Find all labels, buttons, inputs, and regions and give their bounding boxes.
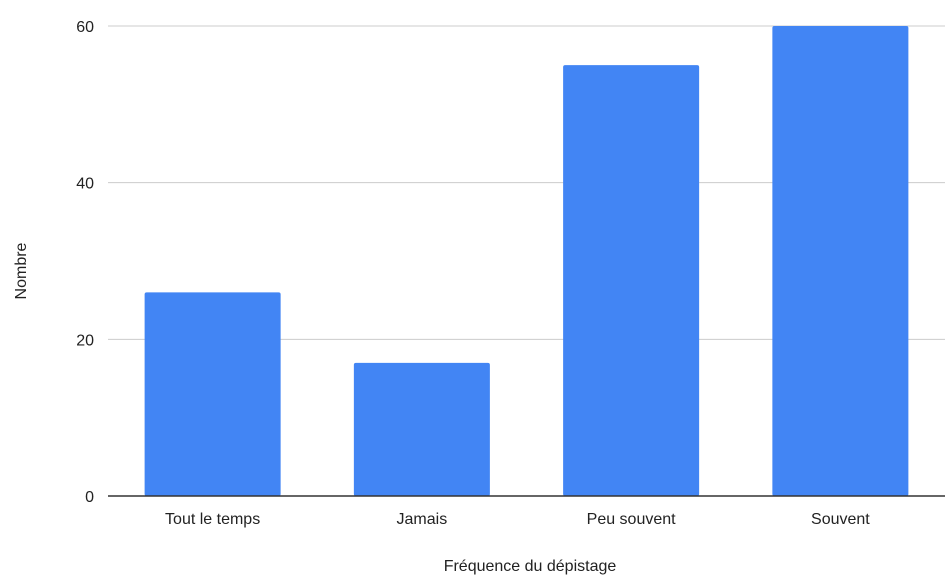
y-tick-label: 40 (76, 176, 94, 193)
y-tick-labels: 0 20 40 60 (76, 19, 94, 506)
x-tick-label: Peu souvent (587, 511, 677, 528)
x-axis-title: Fréquence du dépistage (444, 558, 617, 575)
bar (563, 65, 700, 497)
x-tick-label: Souvent (811, 511, 870, 528)
x-tick-labels: Tout le temps Jamais Peu souvent Souvent (165, 511, 870, 528)
y-tick-label: 60 (76, 19, 94, 36)
y-axis-title: Nombre (13, 242, 30, 299)
x-tick-label: Tout le temps (165, 511, 260, 528)
x-tick-label: Jamais (397, 511, 448, 528)
y-tick-label: 20 (76, 332, 94, 349)
bar (772, 26, 909, 496)
y-tick-label: 0 (85, 489, 94, 506)
bars (144, 26, 909, 497)
bar (144, 292, 281, 496)
bar (353, 362, 490, 496)
